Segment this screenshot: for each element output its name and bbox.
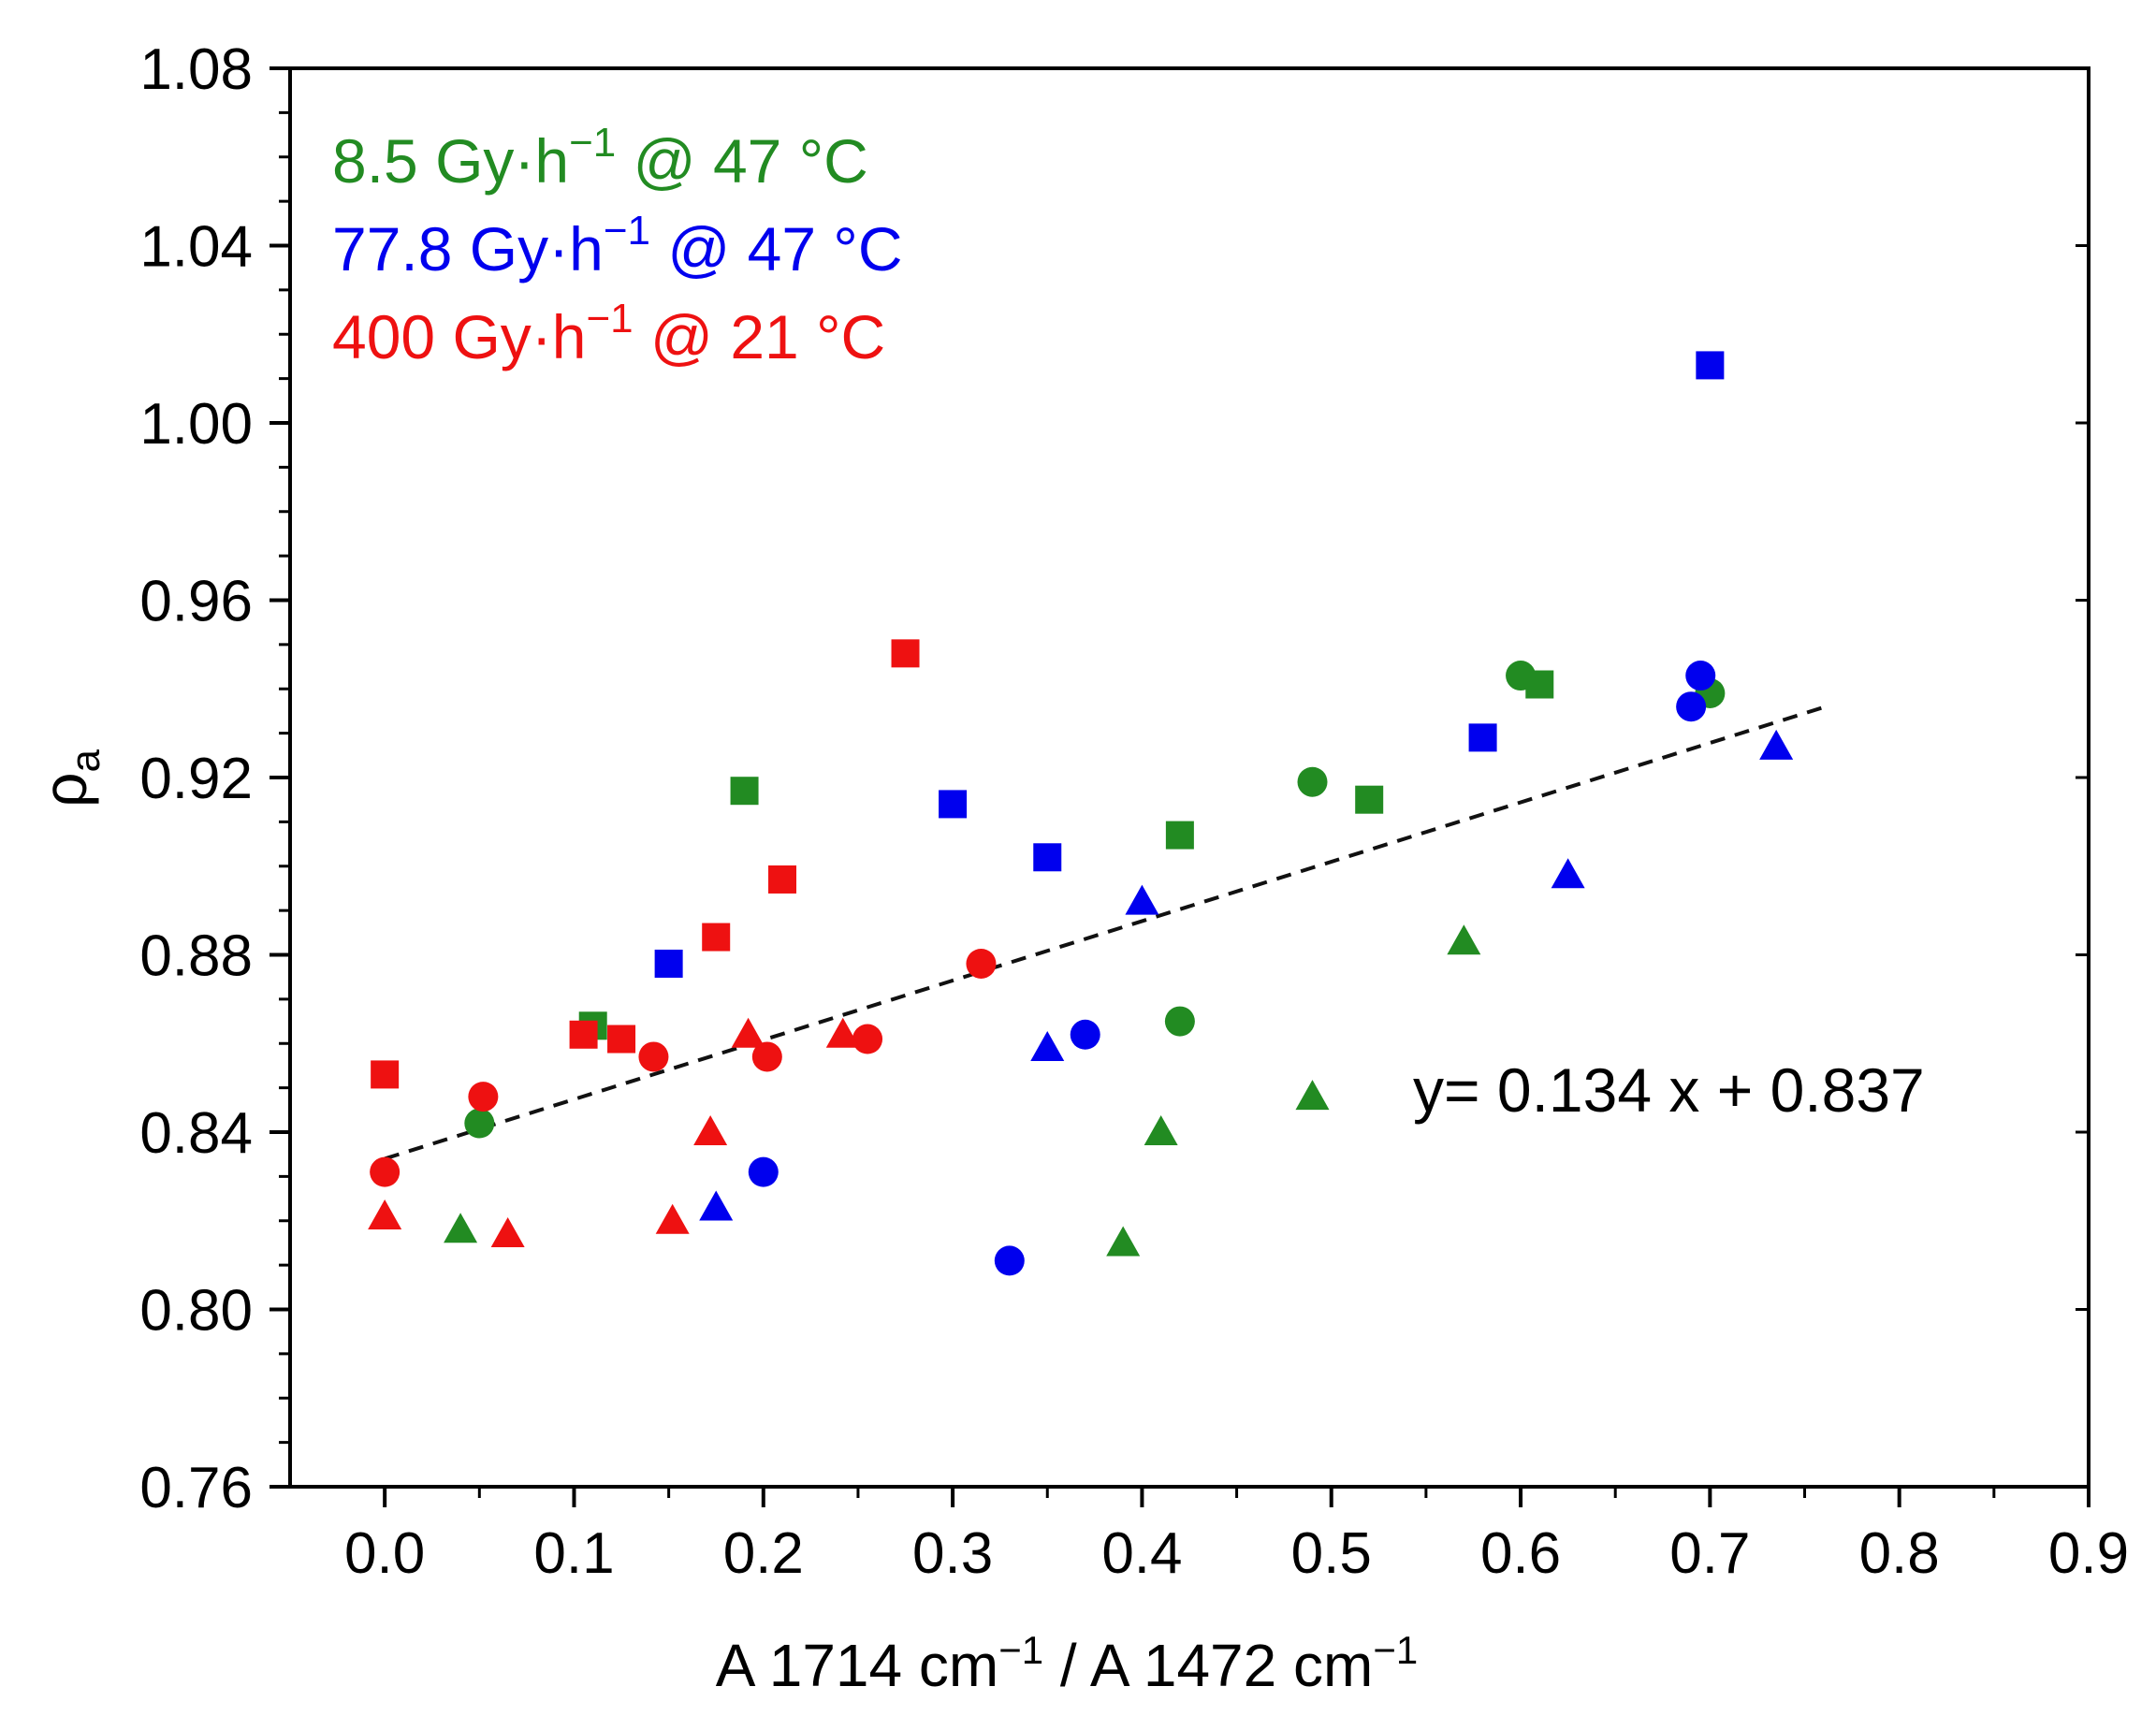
data-point-series1-triangle [1030,1030,1065,1061]
fit-equation-label: y= 0.134 x + 0.837 [1413,1055,1925,1125]
data-point-series1-square [1033,843,1062,872]
data-point-series1-square [654,949,683,978]
data-point-series0-circle [1506,661,1537,691]
data-point-series1-square [1468,723,1497,752]
data-point-series1-triangle [1551,858,1585,889]
x-tick-label: 0.8 [1859,1521,1940,1586]
data-point-series0-circle [1164,1006,1195,1037]
data-point-series2-triangle [655,1203,690,1234]
data-point-series2-square [702,923,731,952]
data-point-series0-triangle [1295,1080,1330,1111]
data-point-series0-triangle [1106,1226,1141,1257]
data-point-series1-circle [1070,1019,1100,1050]
data-point-series1-square [939,790,968,819]
data-point-series2-square [371,1060,400,1089]
x-axis-label-sup1: −1 [998,1628,1043,1672]
data-point-series1-triangle [1759,729,1794,760]
legend-entry: 400 Gy·h−1 @ 21 °C [332,296,885,371]
data-point-series2-circle [468,1082,499,1112]
data-point-series2-triangle [825,1017,860,1048]
data-point-series2-circle [852,1024,883,1054]
data-point-series2-triangle [490,1216,525,1247]
x-axis-label: A 1714 cm−1 / A 1472 cm−1 [716,1628,1418,1699]
legend-entry-sup: −1 [586,296,633,342]
legend-entry-text: 400 Gy·h [332,302,586,371]
x-tick-label: 0.3 [912,1521,993,1586]
data-point-series2-circle [751,1041,782,1072]
data-point-series1-triangle [1125,884,1159,915]
y-tick-label: 0.84 [139,1101,253,1166]
data-point-series2-circle [370,1156,401,1187]
x-tick-label: 0.7 [1669,1521,1750,1586]
legend-entry: 8.5 Gy·h−1 @ 47 °C [332,120,868,196]
x-axis: 0.0 0.1 0.2 0.3 0.4 0.5 0.6 0.7 0.8 0.9 [344,1487,2129,1586]
x-axis-label-sup2: −1 [1373,1628,1418,1672]
x-tick-label: 0.6 [1480,1521,1561,1586]
data-point-series0-square [1355,785,1384,814]
legend-entry-tail: @ 47 °C [616,126,867,196]
legend-entry-text: 77.8 Gy·h [332,214,604,283]
y-axis: 0.76 0.80 0.84 0.88 0.92 0.96 1.00 1.04 1.08 [139,37,2089,1520]
data-point-series2-square [607,1025,636,1054]
data-point-series2-square [569,1020,598,1049]
y-axis-label-subscript: a [63,749,109,772]
x-tick-label: 0.0 [344,1521,425,1586]
x-axis-label-part1: A 1714 cm [716,1632,998,1699]
legend-entry-tail: @ 21 °C [634,302,885,371]
data-point-series2-circle [966,948,997,979]
legend-entry-sup: −1 [569,120,616,166]
data-point-series2-triangle [731,1017,765,1048]
data-point-series1-circle [1685,661,1716,691]
data-point-series1-triangle [699,1190,734,1221]
data-point-series2-square [891,639,920,668]
y-tick-label: 0.80 [139,1279,253,1344]
y-tick-label: 1.00 [139,392,253,457]
data-points [368,351,1794,1276]
x-tick-label: 0.5 [1291,1521,1372,1586]
y-tick-label: 1.08 [139,37,253,102]
y-tick-label: 0.88 [139,924,253,989]
legend-entry-text: 8.5 Gy·h [332,126,569,196]
legend-entry: 77.8 Gy·h−1 @ 47 °C [332,208,902,283]
x-tick-label: 0.4 [1101,1521,1182,1586]
data-point-series2-triangle [693,1115,728,1145]
data-point-series0-circle [1297,766,1328,797]
legend-entry-sup: −1 [604,208,650,254]
y-tick-label: 0.76 [139,1456,253,1520]
data-point-series0-circle [464,1108,495,1139]
legend-entry-tail: @ 47 °C [650,214,902,283]
y-axis-label-main: ρ [30,772,99,807]
data-point-series2-square [768,865,797,894]
data-point-series1-square [1696,351,1725,380]
data-point-series2-triangle [368,1199,402,1230]
data-point-series0-square [730,777,759,806]
x-axis-label-part2: / A 1472 cm [1043,1632,1373,1699]
plot-area [288,66,2090,1489]
data-point-series1-circle [1676,691,1707,722]
x-tick-label: 0.9 [2048,1521,2129,1586]
data-point-series1-circle [748,1156,779,1187]
data-point-series0-square [1165,821,1194,850]
data-point-series0-triangle [1447,924,1481,955]
x-tick-label: 0.1 [533,1521,614,1586]
y-tick-label: 0.92 [139,747,253,811]
y-tick-label: 0.96 [139,570,253,634]
data-point-series0-triangle [444,1213,478,1243]
x-tick-label: 0.2 [723,1521,804,1586]
data-point-series1-circle [994,1245,1025,1276]
data-point-series2-circle [638,1041,669,1072]
data-point-series0-triangle [1144,1115,1178,1145]
y-axis-label: ρa [30,749,109,807]
legend: 8.5 Gy·h−1 @ 47 °C77.8 Gy·h−1 @ 47 °C400… [332,120,902,371]
y-tick-label: 1.04 [139,215,253,280]
